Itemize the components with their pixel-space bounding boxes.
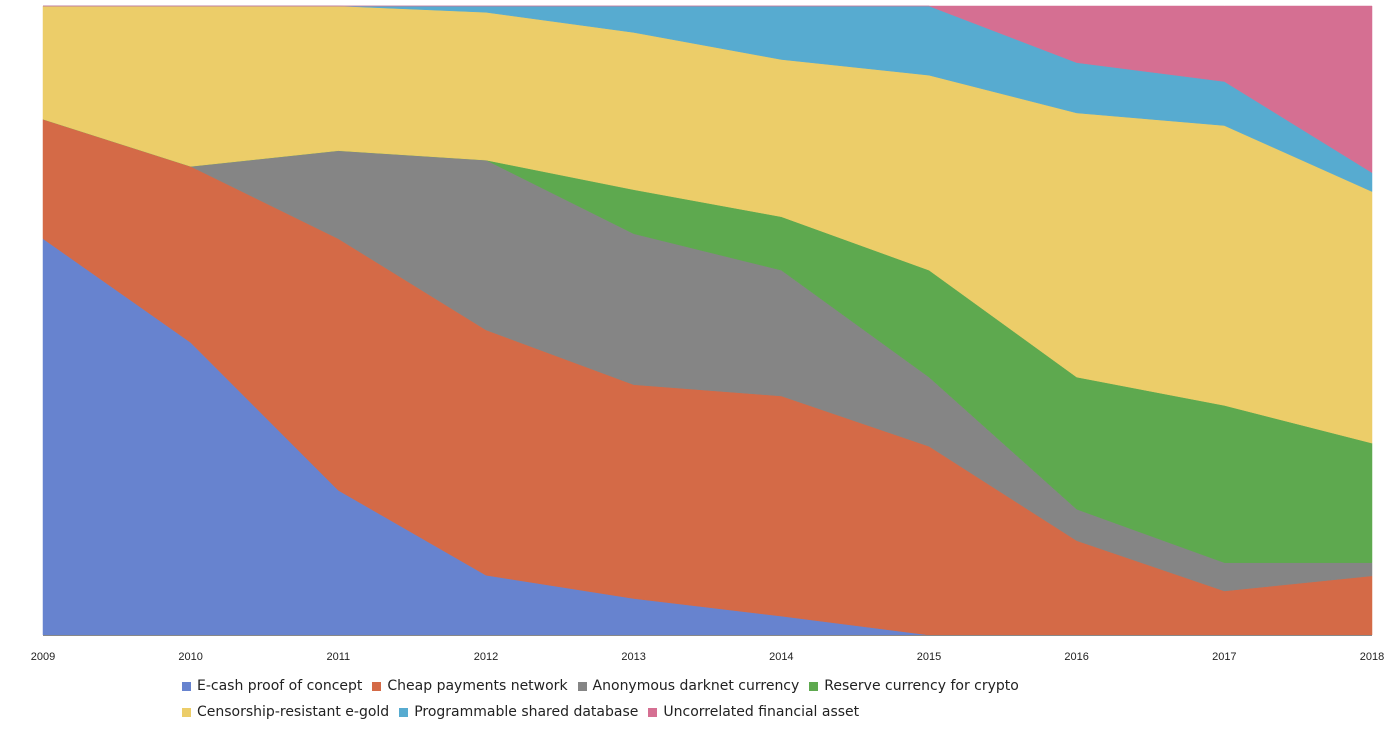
legend-item: Reserve currency for crypto <box>809 678 1019 694</box>
legend-item: Censorship-resistant e-gold <box>182 704 389 720</box>
legend-label: Cheap payments network <box>387 678 568 694</box>
x-tick-label: 2018 <box>1360 651 1384 663</box>
legend-swatch <box>182 681 191 691</box>
x-tick-label: 2009 <box>31 651 55 663</box>
legend-item: Uncorrelated financial asset <box>648 704 859 720</box>
area-uncorrelated-financial-asset <box>43 5 1373 174</box>
legend-swatch <box>182 707 191 717</box>
legend-label: E-cash proof of concept <box>197 678 363 694</box>
x-tick-label: 2012 <box>474 651 498 663</box>
x-tick-label: 2010 <box>178 651 202 663</box>
legend-label: Uncorrelated financial asset <box>663 704 860 720</box>
chart-legend: E-cash proof of concept Cheap payments ne… <box>182 678 1222 720</box>
x-axis-ticks: 2009 2010 2011 2012 2013 2014 2015 2016 2017 2018 <box>31 651 1384 663</box>
legend-label: Reserve currency for crypto <box>824 678 1019 694</box>
x-tick-label: 2011 <box>327 651 351 663</box>
area-series-group <box>42 5 1373 636</box>
legend-label: Anonymous darknet currency <box>592 678 800 694</box>
legend-label: Programmable shared database <box>414 704 639 720</box>
x-tick-label: 2014 <box>769 651 793 663</box>
legend-swatch <box>577 681 587 691</box>
legend-swatch <box>809 681 819 691</box>
x-tick-label: 2017 <box>1212 651 1236 663</box>
legend-swatch <box>648 707 658 717</box>
legend-label: Censorship-resistant e-gold <box>197 704 390 720</box>
legend-item: Anonymous darknet currency <box>577 678 800 694</box>
legend-swatch <box>372 681 382 691</box>
legend-item: E-cash proof of concept <box>182 678 362 694</box>
x-tick-label: 2013 <box>621 651 645 663</box>
x-tick-label: 2016 <box>1064 651 1088 663</box>
x-tick-label: 2015 <box>917 651 941 663</box>
legend-item: Cheap payments network <box>372 678 568 694</box>
legend-item: Programmable shared database <box>399 704 638 720</box>
legend-swatch <box>399 707 409 717</box>
